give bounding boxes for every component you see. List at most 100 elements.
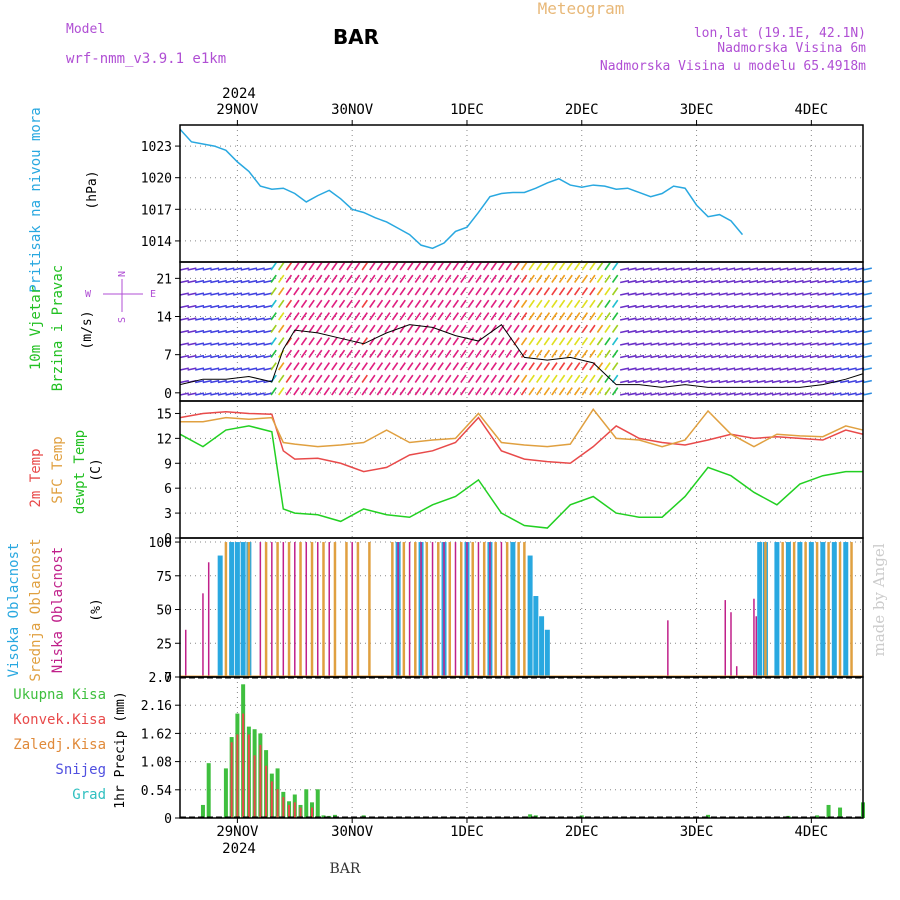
y-tick-label: 50	[156, 604, 172, 619]
wind-barb	[331, 312, 338, 321]
y-tick-label: 9	[164, 457, 172, 472]
wind-barb	[414, 287, 422, 296]
wind-barb	[179, 267, 189, 271]
wind-barb	[589, 324, 596, 333]
wind-barb	[749, 304, 759, 309]
wind-barb	[437, 349, 444, 358]
wind-barb	[543, 274, 551, 283]
cloud-bar	[247, 542, 251, 677]
wind-barb	[293, 262, 300, 271]
wind-barb	[794, 317, 804, 321]
wind-barb	[475, 274, 482, 283]
wind-barb	[749, 392, 759, 396]
coords: lon,lat (19.1E, 42.1N)	[694, 26, 866, 41]
wind-barb	[703, 354, 713, 359]
wind-barb	[862, 342, 872, 346]
cloud-bar	[271, 542, 273, 677]
wind-barb	[817, 317, 827, 321]
wind-barb	[589, 387, 596, 396]
y-tick-label: 7	[164, 349, 172, 364]
wind-barb	[581, 287, 589, 296]
wind-barb	[225, 392, 235, 396]
wind-barb	[604, 374, 611, 383]
wind-barb	[779, 329, 789, 334]
wind-barb	[657, 267, 668, 271]
wind-barb	[566, 362, 573, 371]
wind-barb	[741, 317, 751, 321]
wind-barb	[596, 362, 604, 371]
wind-barb	[566, 374, 573, 383]
wind-barb	[840, 329, 850, 334]
wind-barb	[581, 387, 589, 396]
wind-barb	[611, 349, 619, 358]
wind-barb	[399, 287, 406, 296]
precip-legend-item: Snijeg	[55, 762, 106, 778]
wind-barb	[285, 324, 293, 333]
wind-barb	[642, 342, 652, 346]
wind-barb	[665, 367, 675, 371]
wind-barb	[581, 324, 589, 333]
wind-barb	[482, 287, 490, 296]
wind-barb	[232, 279, 243, 284]
wind-barb	[179, 392, 189, 396]
wind-barb	[627, 342, 637, 346]
wind-barb	[331, 262, 338, 271]
wind-barb	[444, 349, 452, 358]
y-tick-label: 1017	[141, 203, 172, 218]
wind-barb	[536, 349, 543, 358]
wind-barb	[460, 287, 467, 296]
wind-barb	[695, 392, 706, 396]
wind-barb	[596, 349, 604, 358]
precip-bar	[332, 814, 337, 818]
wind-barb	[444, 387, 452, 396]
wind-barb	[824, 304, 835, 309]
wind-barb	[369, 262, 376, 271]
wind-barb	[673, 292, 683, 296]
top-date: 3DEC	[680, 102, 714, 118]
wind-ylabel: 10m Vjetar	[28, 286, 44, 370]
y-tick-label: 2.7	[149, 671, 172, 686]
wind-barb	[202, 367, 212, 371]
wind-barb	[779, 292, 789, 296]
wind-barb	[414, 362, 422, 371]
wind-barb	[460, 274, 467, 283]
wind-barb	[741, 304, 751, 309]
wind-barb	[611, 299, 619, 308]
wind-barb	[733, 379, 743, 384]
wind-barb	[323, 374, 331, 383]
wind-label-2: Brzina i Pravac	[50, 265, 66, 391]
wind-barb	[353, 274, 361, 283]
wind-barb	[543, 374, 551, 383]
wind-barb	[627, 329, 637, 334]
wind-barb	[315, 349, 323, 358]
wind-barb	[407, 262, 414, 271]
wind-panel: 0 7 14 21	[156, 261, 872, 402]
wind-barb	[475, 287, 482, 296]
wind-barb	[278, 262, 285, 271]
wind-barb	[429, 287, 437, 296]
wind-barb	[444, 337, 452, 346]
wind-barb	[270, 349, 277, 358]
wind-barb	[749, 292, 759, 296]
wind-barb	[248, 329, 258, 334]
wind-barb	[604, 262, 611, 271]
wind-barb	[346, 274, 353, 283]
wind-barb	[361, 299, 368, 308]
wind-barb	[376, 337, 384, 346]
wind-barb	[263, 354, 273, 359]
wind-barb	[429, 324, 437, 333]
wind-barb	[558, 262, 566, 271]
wind-barb	[285, 299, 293, 308]
wind-barb	[817, 367, 827, 371]
wind-barb	[847, 279, 857, 284]
wind-barb	[285, 362, 293, 371]
wind-barb	[786, 367, 797, 371]
wind-barb	[452, 299, 460, 308]
wind-barb	[346, 387, 353, 396]
wind-barb	[741, 367, 751, 371]
wind-barb	[680, 367, 690, 371]
wind-barb	[786, 392, 797, 396]
wind-barb	[566, 262, 573, 271]
wind-barb	[338, 299, 346, 308]
wind-barb	[596, 337, 604, 346]
